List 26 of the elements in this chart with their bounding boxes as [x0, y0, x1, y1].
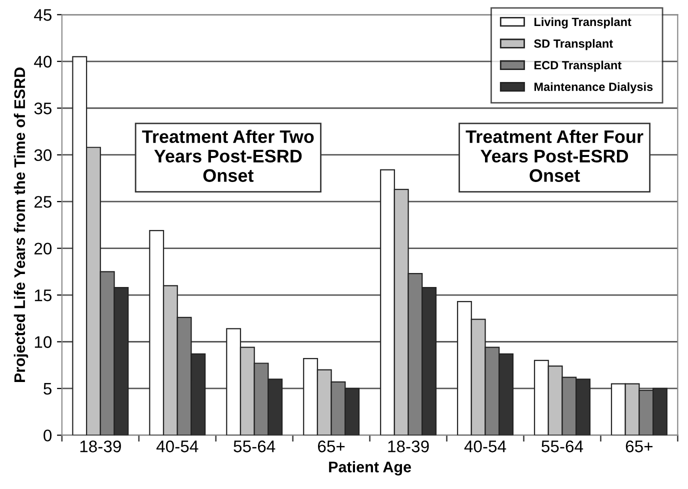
- y-axis-title: Projected Life Years from the Time of ESRD: [14, 68, 28, 382]
- y-tick-label: 40: [34, 56, 52, 68]
- x-tick-label: 40-54: [156, 440, 198, 452]
- x-tick-label: 55-64: [234, 440, 276, 452]
- y-tick-label: 15: [34, 290, 52, 302]
- x-tick-label: 65+: [626, 440, 653, 452]
- y-tick-label: 30: [34, 149, 52, 162]
- y-tick-label: 0: [44, 430, 52, 442]
- x-tick-label: 40-54: [464, 440, 506, 452]
- legend-label: ECD Transplant: [534, 60, 622, 72]
- x-tick-label: 65+: [318, 440, 345, 452]
- annotation: Treatment After Two Years Post-ESRD Onset: [142, 130, 314, 182]
- annotation: Treatment After Four Years Post-ESRD Onset: [466, 130, 644, 182]
- x-tick-label: 18-39: [388, 440, 429, 452]
- y-tick-label: 5: [44, 383, 52, 395]
- y-tick-label: 10: [34, 336, 52, 348]
- y-tick-label: 35: [34, 102, 52, 114]
- legend-label: SD Transplant: [534, 39, 613, 50]
- legend-label: Living Transplant: [534, 17, 632, 28]
- x-tick-label: 18-39: [80, 440, 121, 452]
- y-tick-label: 25: [34, 196, 52, 208]
- y-tick-label: 45: [34, 9, 52, 21]
- legend-label: Maintenance Dialysis: [534, 82, 653, 94]
- y-tick-label: 20: [34, 242, 52, 255]
- x-tick-label: 55-64: [542, 440, 584, 452]
- x-axis-title: Patient Age: [329, 461, 412, 476]
